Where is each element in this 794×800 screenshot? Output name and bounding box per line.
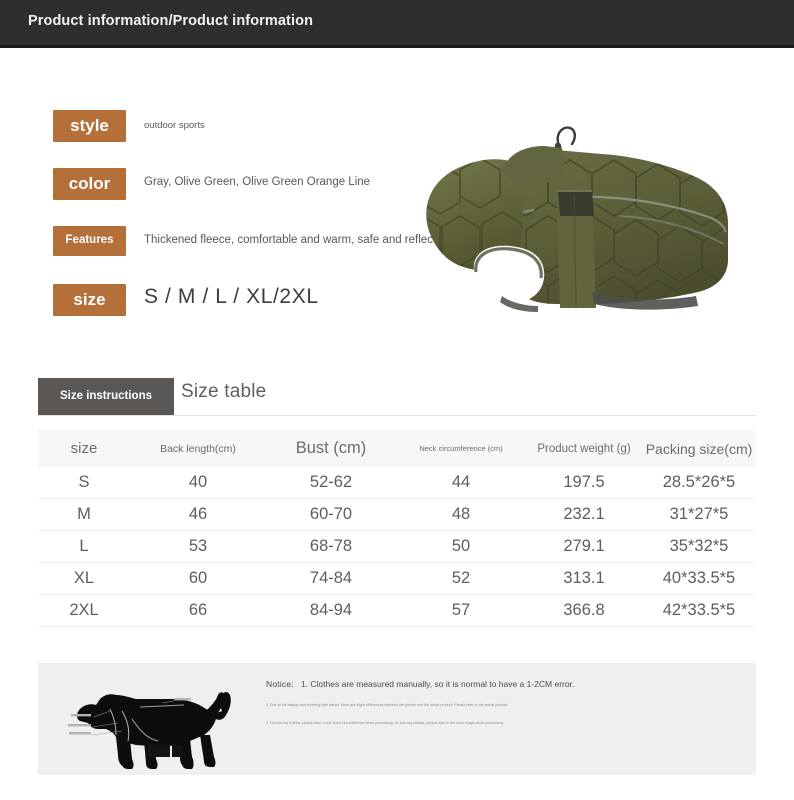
tab-size-instructions[interactable]: Size instructions [38,378,174,415]
cell-weight: 366.8 [526,594,642,627]
notice-line-1: Notice: 1. Clothes are measured manually… [266,679,740,689]
notice-line-3: 3. For two-leg clothes, please refer to … [266,721,504,725]
notice-line-2: 2. Due to the display and shooting light… [266,703,509,707]
spec-value-features: Thickened fleece, comfortable and warm, … [144,234,451,246]
cell-bust: 68-78 [266,530,396,563]
cell-weight: 313.1 [526,562,642,595]
table-row: L 53 68-78 50 279.1 35*32*5 [38,530,756,563]
column-header-size: size [38,430,130,467]
column-header-neck: Neck circumference (cm) [396,430,526,467]
spec-label-color: color [53,168,126,200]
cell-back: 53 [130,530,266,563]
table-row: XL 60 74-84 52 313.1 40*33.5*5 [38,562,756,595]
table-row: S 40 52-62 44 197.5 28.5*26*5 [38,467,756,499]
size-instructions-header: Size instructions Size table [0,378,794,418]
page-header-bar: Product information/Product information [0,0,794,48]
cell-packing: 40*33.5*5 [642,562,756,595]
cell-size: XL [38,562,130,595]
spec-row-color: color Gray, Olive Green, Olive Green Ora… [0,168,794,226]
spec-label-color-text: color [68,174,111,193]
cell-neck: 57 [396,594,526,627]
spec-value-size: S / M / L / XL/2XL [144,285,319,308]
heading-divider [38,415,756,416]
cell-neck: 50 [396,530,526,563]
cell-back: 66 [130,594,266,627]
spec-list: style outdoor sports color Gray, Olive G… [0,110,794,342]
size-table: size Back length(cm) Bust (cm) Neck circ… [38,430,756,627]
cell-packing: 28.5*26*5 [642,467,756,499]
cell-neck: 52 [396,562,526,595]
cell-back: 60 [130,562,266,595]
cell-weight: 279.1 [526,530,642,563]
column-header-back-length: Back length(cm) [130,430,266,467]
cell-weight: 232.1 [526,498,642,531]
cell-packing: 35*32*5 [642,530,756,563]
cell-back: 40 [130,467,266,499]
spec-label-size-text: size [73,290,106,309]
notice-text-block: Notice: 1. Clothes are measured manually… [266,679,740,725]
cell-size: M [38,498,130,531]
product-image [406,120,746,350]
cell-neck: 48 [396,498,526,531]
cell-bust: 84-94 [266,594,396,627]
spec-label-size: size [53,284,126,316]
cell-weight: 197.5 [526,467,642,499]
table-row: M 46 60-70 48 232.1 31*27*5 [38,498,756,531]
notice-lead-label: Notice: [266,679,294,689]
cell-bust: 52-62 [266,467,396,499]
column-header-weight: Product weight (g) [526,430,642,467]
spec-row-style: style outdoor sports [0,110,794,168]
spec-row-size: size S / M / L / XL/2XL [0,284,794,342]
spec-value-color: Gray, Olive Green, Olive Green Orange Li… [144,176,371,188]
cell-size: L [38,530,130,563]
table-header-row: size Back length(cm) Bust (cm) Neck circ… [38,430,756,467]
cell-bust: 60-70 [266,498,396,531]
spec-label-style-text: style [70,116,109,135]
dog-measurement-figure [66,669,256,771]
column-header-packing: Packing size(cm) [642,430,756,467]
column-header-bust: Bust (cm) [266,430,396,467]
cell-size: S [38,467,130,499]
notice-panel: Notice: 1. Clothes are measured manually… [38,663,756,775]
page-title: Product information/Product information [28,13,314,29]
cell-packing: 42*33.5*5 [642,594,756,627]
cell-bust: 74-84 [266,562,396,595]
cell-neck: 44 [396,467,526,499]
table-row: 2XL 66 84-94 57 366.8 42*33.5*5 [38,594,756,627]
spec-label-features-text: Features [65,234,114,246]
cell-size: 2XL [38,594,130,627]
spec-row-features: Features Thickened fleece, comfortable a… [0,226,794,284]
spec-value-style: outdoor sports [144,120,205,131]
size-table-heading: Size table [181,381,267,402]
cell-back: 46 [130,498,266,531]
notice-line-1-text: 1. Clothes are measured manually, so it … [300,679,575,689]
spec-label-style: style [53,110,126,142]
spec-label-features: Features [53,226,126,256]
cell-packing: 31*27*5 [642,498,756,531]
